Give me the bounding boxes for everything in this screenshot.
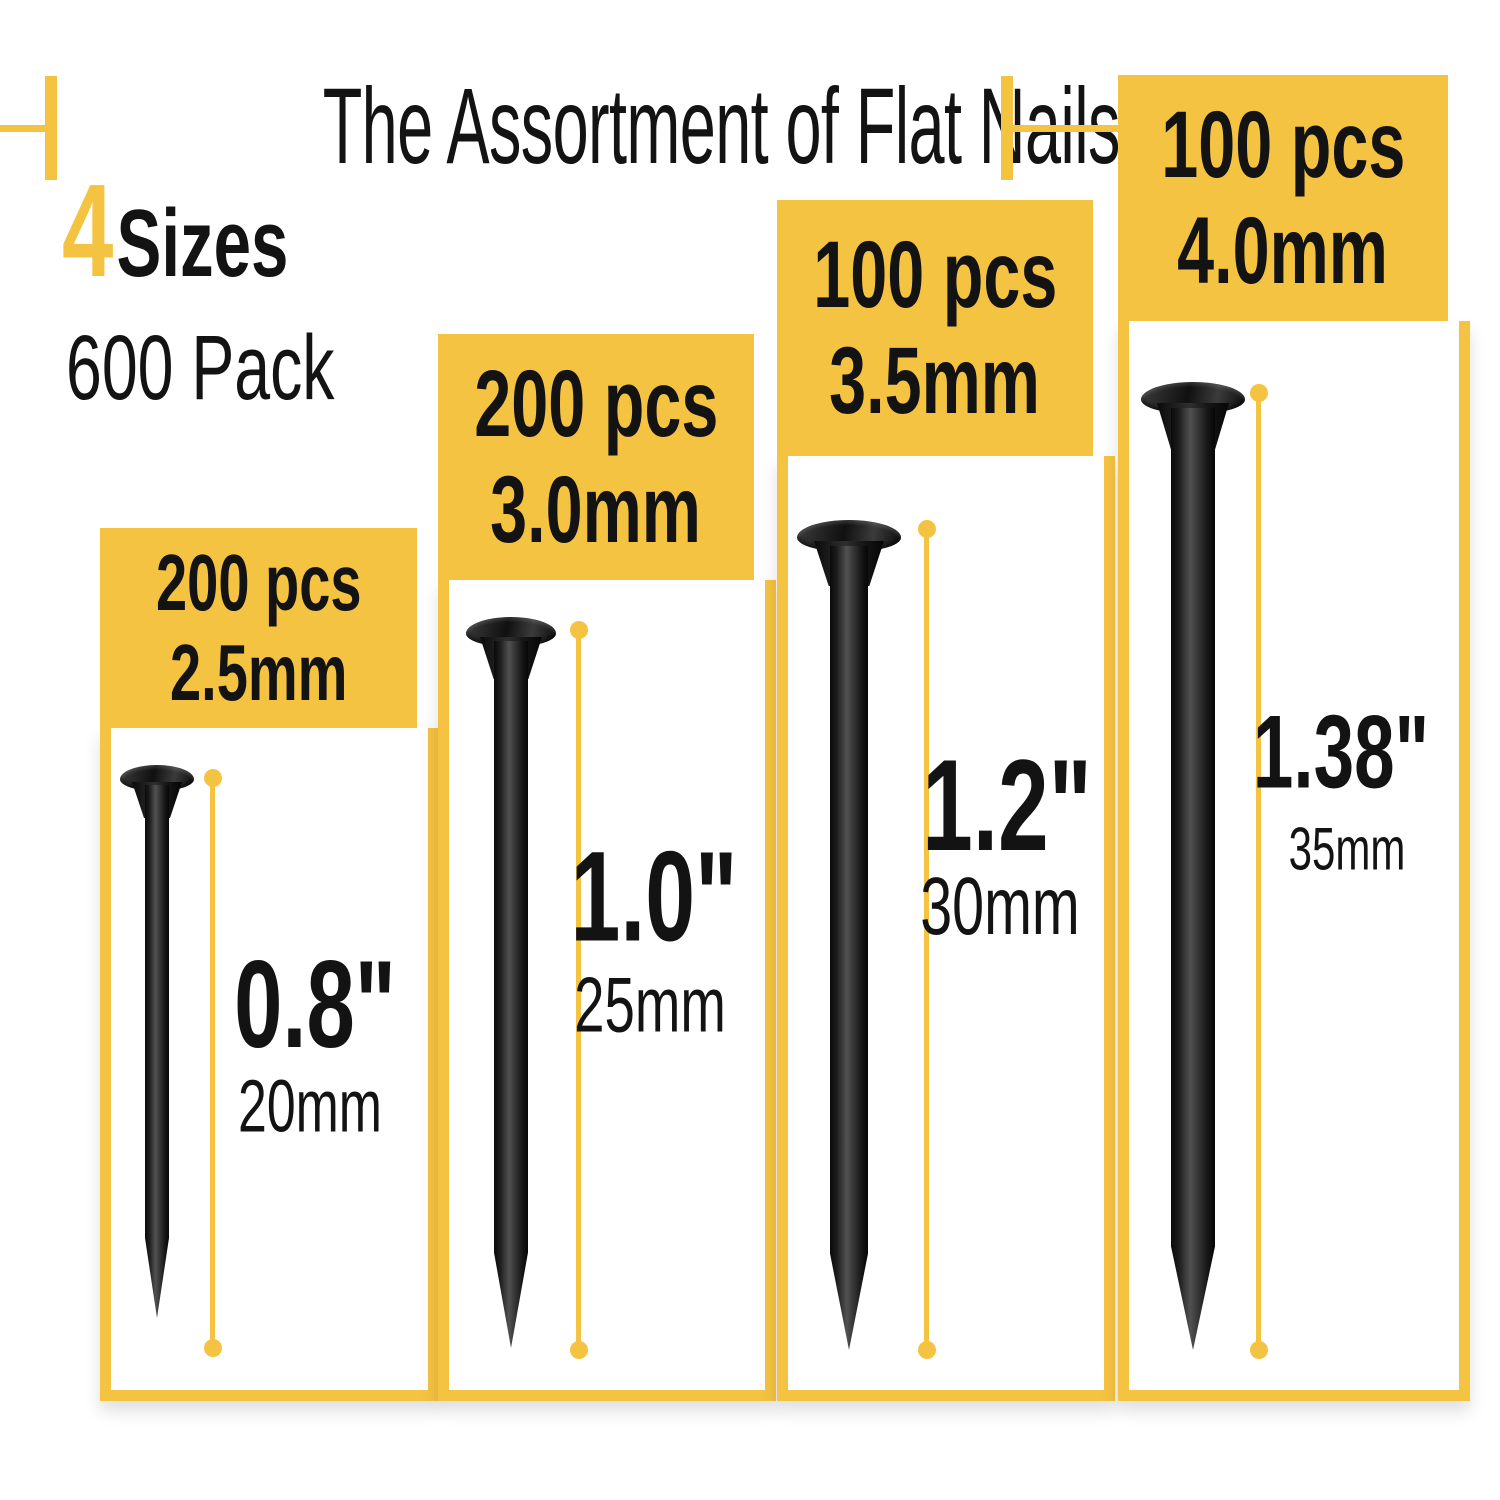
title-bar-right (1001, 76, 1013, 180)
title-rule-left (0, 125, 45, 132)
page-title: The Assortment of Flat Nails (57, 60, 1121, 192)
pack-label: 600 Pack (66, 317, 335, 419)
size-label-box: 200 pcs 2.5mm (100, 528, 417, 728)
pieces-count: 200 pcs (473, 350, 719, 457)
diameter-value: 3.5mm (829, 328, 1041, 434)
nail-image (1141, 382, 1245, 1350)
length-mm: 35mm (1288, 815, 1406, 883)
length-inches: 0.8" (234, 936, 396, 1074)
pack-heading: 600 Pack (66, 318, 450, 418)
measurement-line (576, 630, 581, 1350)
diameter-value: 2.5mm (169, 628, 348, 717)
length-inches: 1.0" (570, 825, 738, 969)
diameter-value: 3.0mm (490, 457, 702, 563)
nail-shank (1171, 408, 1215, 1350)
nail-image (120, 765, 194, 1318)
nail-image (797, 520, 901, 1350)
diameter-value: 4.0mm (1177, 198, 1389, 304)
nail-shank (145, 785, 169, 1318)
pieces-count: 200 pcs (155, 538, 362, 628)
nail-shank (830, 546, 868, 1350)
sizes-heading: 4 Sizes (62, 165, 385, 298)
title-rule-right (1013, 125, 1118, 132)
nail-image (466, 617, 556, 1348)
length-mm: 20mm (238, 1064, 382, 1148)
size-label-box: 100 pcs 4.0mm (1118, 75, 1448, 321)
length-inches: 1.38" (1252, 694, 1430, 811)
sizes-word: Sizes (116, 190, 289, 297)
measurement-line (924, 529, 929, 1350)
title-bar-left (45, 76, 57, 180)
measurement-line (1256, 393, 1261, 1350)
page-title-text: The Assortment of Flat Nails (322, 65, 1121, 186)
size-label-box: 200 pcs 3.0mm (438, 334, 754, 580)
pieces-count: 100 pcs (812, 221, 1058, 328)
pieces-count: 100 pcs (1160, 91, 1406, 198)
size-label-box: 100 pcs 3.5mm (777, 200, 1093, 456)
nail-shank (494, 641, 528, 1348)
sizes-count: 4 (62, 157, 114, 304)
measurement-line (210, 778, 215, 1348)
length-mm: 30mm (920, 861, 1080, 952)
length-mm: 25mm (574, 960, 726, 1049)
length-inches: 1.2" (922, 732, 1092, 878)
